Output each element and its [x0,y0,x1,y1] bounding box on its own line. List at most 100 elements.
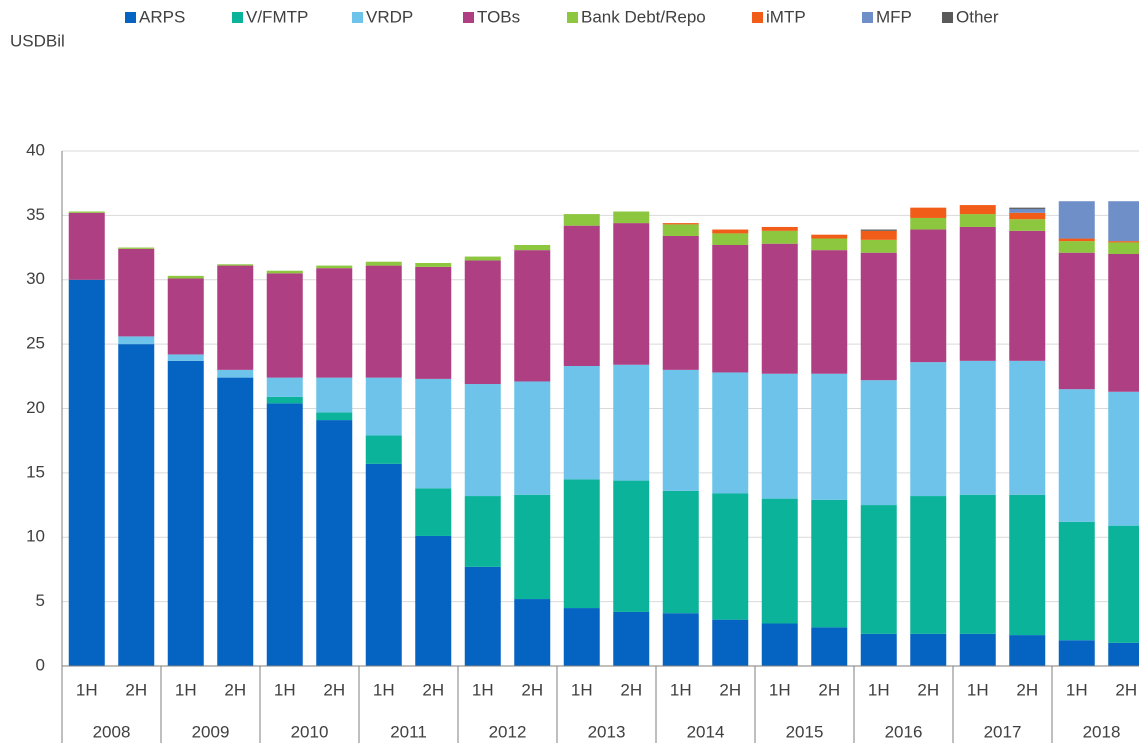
bar-segment [118,344,155,666]
bar-segment [662,369,699,491]
bar-segment [1009,360,1046,495]
bar-segment [464,496,501,567]
bar-segment [1009,208,1046,213]
bar-segment [712,229,749,234]
bar-segment [1108,241,1139,243]
bar-segment [761,243,798,374]
x-tick-label: 2H [1016,680,1038,699]
x-tick-label: 2H [917,680,939,699]
bar-segment [563,479,600,609]
bar-segment [910,229,947,363]
bar-segment [415,263,452,267]
bar-segment [266,396,303,404]
bar-segment [266,270,303,274]
bar-segment [514,250,551,382]
legend-swatch [125,12,136,23]
bar-segment [514,599,551,666]
bar-segment [563,214,600,226]
year-label: 2015 [786,722,824,741]
bar-segment [464,384,501,497]
y-tick-label: 35 [26,205,45,224]
bar-segment [959,214,996,227]
bar-segment [316,265,353,269]
bar-segment [118,336,155,345]
bar-segment [464,566,501,666]
bar-segment [662,490,699,614]
bar-segment [860,229,897,231]
legend-swatch [862,12,873,23]
y-tick-label: 5 [36,591,45,610]
bar-segment [860,380,897,506]
bar-segment [365,261,402,266]
bar-segment [1058,389,1095,522]
bar-segment [1108,525,1139,643]
bar-segment [860,505,897,634]
bar-segment [1009,219,1046,231]
bar-segment [316,420,353,666]
x-tick-label: 1H [571,680,593,699]
x-tick-label: 1H [1066,680,1088,699]
year-label: 2012 [489,722,527,741]
bar-segment [860,239,897,253]
bar-segment [217,377,254,666]
bar-segment [563,608,600,666]
x-tick-label: 2H [323,680,345,699]
x-tick-label: 1H [274,680,296,699]
x-tick-label: 1H [769,680,791,699]
bar-segment [415,378,452,489]
bar-segment [1009,212,1046,220]
bar-segment [811,234,848,239]
bar-segment [959,205,996,215]
bar-segment [316,412,353,421]
bar-segment [1108,242,1139,254]
bar-segment [118,247,155,249]
bar-segment [910,207,947,218]
bar-segment [514,244,551,251]
bar-segment [563,366,600,480]
bar-segment [811,373,848,500]
bar-segment [118,248,155,337]
x-tick-label: 2H [818,680,840,699]
y-tick-label: 40 [26,140,45,159]
bar-segment [415,488,452,536]
bar-segment [266,273,303,378]
bar-segment [1108,254,1139,392]
legend-label: VRDP [366,7,413,26]
bar-segment [365,463,402,666]
bar-segment [1108,391,1139,526]
legend-label: TOBs [477,7,520,26]
x-tick-label: 1H [175,680,197,699]
bar-segment [365,265,402,378]
bar-segment [761,230,798,244]
bar-segment [910,496,947,634]
x-tick-label: 1H [868,680,890,699]
x-tick-label: 2H [620,680,642,699]
bar-segment [712,372,749,494]
y-axis-label: USDBil [10,31,65,50]
bar-segment [959,360,996,495]
bar-segment [662,223,699,225]
y-tick-label: 30 [26,269,45,288]
year-label: 2018 [1083,722,1121,741]
legend-swatch [942,12,953,23]
legend-swatch [232,12,243,23]
x-tick-label: 1H [967,680,989,699]
x-tick-label: 2H [125,680,147,699]
bar-segment [217,264,254,266]
year-label: 2014 [687,722,725,741]
bar-segment [1058,241,1095,253]
year-label: 2008 [93,722,131,741]
y-tick-label: 20 [26,398,45,417]
bar-segment [613,480,650,612]
x-tick-label: 2H [224,680,246,699]
bar-segment [563,225,600,367]
bar-segment [1009,207,1046,209]
bar-segment [365,377,402,436]
bar-segment [1108,642,1139,666]
bar-segment [662,224,699,236]
bar-segment [613,611,650,666]
bar-segment [217,369,254,378]
bar-segment [959,226,996,361]
bar-segment [761,623,798,666]
x-tick-label: 2H [422,680,444,699]
